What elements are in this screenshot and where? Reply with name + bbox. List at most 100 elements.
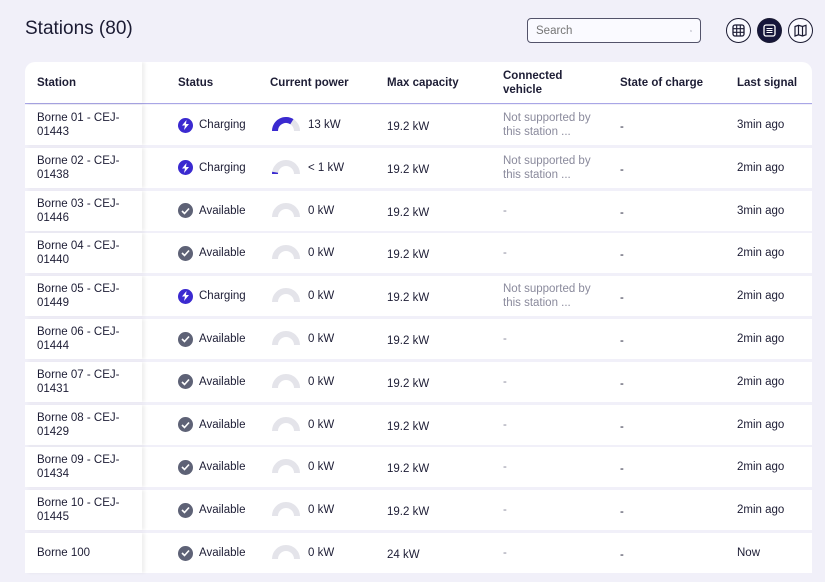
power-value: 0 kW	[308, 333, 334, 345]
max-capacity: 19.2 kW	[387, 105, 429, 145]
table-row[interactable]: Borne 01 - CEJ-01443 Charging 13 kW 19.2…	[25, 105, 812, 145]
table-row[interactable]: Borne 06 - CEJ-01444 Available 0 kW 19.2…	[25, 319, 812, 359]
current-power: 0 kW	[270, 362, 334, 402]
col-state-of-charge[interactable]: State of charge	[620, 62, 703, 103]
col-connected-vehicle[interactable]: Connected vehicle	[503, 62, 573, 103]
table-row[interactable]: Borne 10 - CEJ-01445 Available 0 kW 19.2…	[25, 490, 812, 530]
table-row[interactable]: Borne 07 - CEJ-01431 Available 0 kW 19.2…	[25, 362, 812, 402]
status-label: Available	[199, 247, 245, 259]
col-current-power[interactable]: Current power	[270, 62, 349, 103]
power-gauge	[270, 158, 302, 178]
state-of-charge: -	[620, 319, 624, 359]
check-circle-icon	[178, 246, 193, 261]
last-signal: Now	[737, 533, 760, 573]
station-name[interactable]: Borne 06 - CEJ-01444	[37, 319, 132, 359]
power-gauge	[270, 543, 302, 563]
last-signal: 2min ago	[737, 447, 784, 487]
check-circle-icon	[178, 546, 193, 561]
col-last-signal[interactable]: Last signal	[737, 62, 797, 103]
station-name[interactable]: Borne 03 - CEJ-01446	[37, 191, 132, 231]
status: Charging	[178, 105, 246, 145]
connected-vehicle: -	[503, 490, 591, 530]
power-value: 0 kW	[308, 419, 334, 431]
state-of-charge: -	[620, 490, 624, 530]
current-power: 0 kW	[270, 490, 334, 530]
col-max-capacity[interactable]: Max capacity	[387, 62, 459, 103]
grid-icon	[732, 24, 745, 37]
station-name[interactable]: Borne 02 - CEJ-01438	[37, 148, 132, 188]
search-input[interactable]	[536, 25, 690, 37]
current-power: 0 kW	[270, 533, 334, 573]
state-of-charge: -	[620, 362, 624, 402]
check-circle-icon	[178, 332, 193, 347]
current-power: 0 kW	[270, 319, 334, 359]
power-gauge	[270, 243, 302, 263]
last-signal: 2min ago	[737, 276, 784, 316]
last-signal: 2min ago	[737, 319, 784, 359]
last-signal: 3min ago	[737, 191, 784, 231]
grid-view-button[interactable]	[726, 18, 751, 43]
map-view-button[interactable]	[788, 18, 813, 43]
lightning-icon	[178, 118, 193, 133]
status: Available	[178, 362, 245, 402]
station-name[interactable]: Borne 10 - CEJ-01445	[37, 490, 132, 530]
list-view-button[interactable]	[757, 18, 782, 43]
station-name[interactable]: Borne 100	[37, 533, 132, 573]
status: Charging	[178, 276, 246, 316]
power-value: 0 kW	[308, 547, 334, 559]
table-row[interactable]: Borne 03 - CEJ-01446 Available 0 kW 19.2…	[25, 191, 812, 231]
check-circle-icon	[178, 503, 193, 518]
col-status[interactable]: Status	[178, 62, 213, 103]
status-label: Available	[199, 205, 245, 217]
table-row[interactable]: Borne 05 - CEJ-01449 Charging 0 kW 19.2 …	[25, 276, 812, 316]
table-row[interactable]: Borne 04 - CEJ-01440 Available 0 kW 19.2…	[25, 233, 812, 273]
power-gauge	[270, 457, 302, 477]
station-name[interactable]: Borne 04 - CEJ-01440	[37, 233, 132, 273]
max-capacity: 24 kW	[387, 533, 420, 573]
max-capacity: 19.2 kW	[387, 447, 429, 487]
station-name[interactable]: Borne 05 - CEJ-01449	[37, 276, 132, 316]
status: Available	[178, 405, 245, 445]
power-value: 0 kW	[308, 461, 334, 473]
status: Available	[178, 319, 245, 359]
connected-vehicle: -	[503, 447, 591, 487]
table-row[interactable]: Borne 09 - CEJ-01434 Available 0 kW 19.2…	[25, 447, 812, 487]
page-title: Stations (80)	[25, 18, 133, 40]
table-row[interactable]: Borne 100 Available 0 kW 24 kW - - Now	[25, 533, 812, 573]
table-row[interactable]: Borne 02 - CEJ-01438 Charging < 1 kW 19.…	[25, 148, 812, 188]
current-power: 0 kW	[270, 447, 334, 487]
check-circle-icon	[178, 203, 193, 218]
state-of-charge: -	[620, 533, 624, 573]
status: Available	[178, 490, 245, 530]
status: Available	[178, 233, 245, 273]
list-icon	[763, 24, 776, 37]
station-name[interactable]: Borne 09 - CEJ-01434	[37, 447, 132, 487]
max-capacity: 19.2 kW	[387, 319, 429, 359]
table-row[interactable]: Borne 08 - CEJ-01429 Available 0 kW 19.2…	[25, 405, 812, 445]
max-capacity: 19.2 kW	[387, 276, 429, 316]
state-of-charge: -	[620, 447, 624, 487]
status: Available	[178, 533, 245, 573]
lightning-icon	[178, 160, 193, 175]
connected-vehicle: -	[503, 319, 591, 359]
last-signal: 3min ago	[737, 105, 784, 145]
station-name[interactable]: Borne 01 - CEJ-01443	[37, 105, 132, 145]
power-value: 0 kW	[308, 205, 334, 217]
station-name[interactable]: Borne 08 - CEJ-01429	[37, 405, 132, 445]
state-of-charge: -	[620, 276, 624, 316]
power-value: 13 kW	[308, 119, 341, 131]
power-gauge	[270, 500, 302, 520]
current-power: 13 kW	[270, 105, 341, 145]
station-name[interactable]: Borne 07 - CEJ-01431	[37, 362, 132, 402]
table-header: Station Status Current power Max capacit…	[25, 62, 812, 104]
search-field[interactable]	[527, 18, 701, 43]
max-capacity: 19.2 kW	[387, 148, 429, 188]
status-label: Available	[199, 547, 245, 559]
current-power: 0 kW	[270, 191, 334, 231]
map-icon	[794, 24, 807, 37]
lightning-icon	[178, 289, 193, 304]
col-station[interactable]: Station	[37, 62, 76, 103]
current-power: < 1 kW	[270, 148, 344, 188]
last-signal: 2min ago	[737, 405, 784, 445]
state-of-charge: -	[620, 148, 624, 188]
